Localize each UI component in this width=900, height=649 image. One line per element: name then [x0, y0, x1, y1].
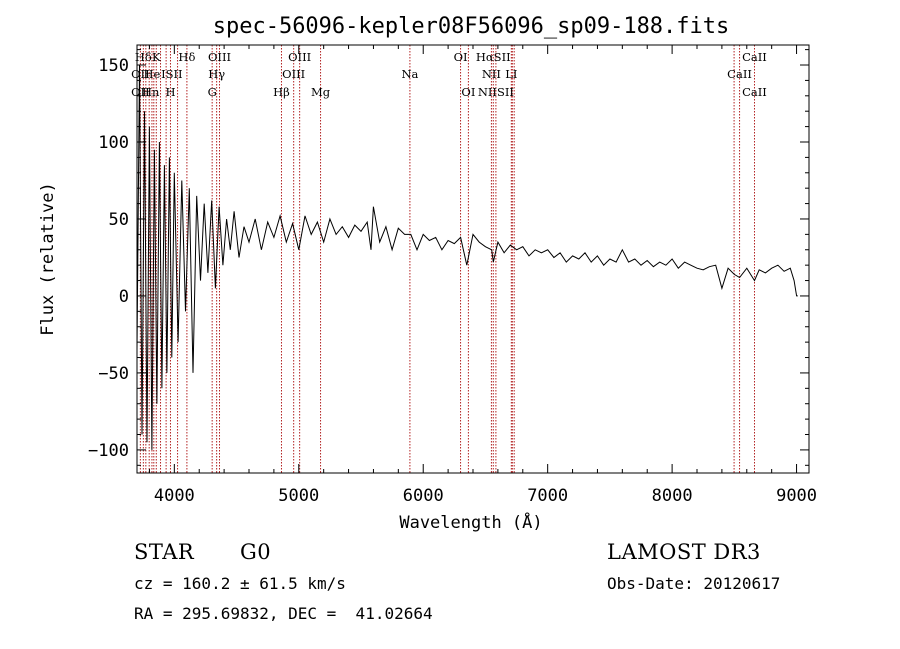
- x-axis-label: Wavelength (Å): [399, 511, 542, 533]
- spectral-line-label: Hδ: [135, 50, 152, 64]
- spectral-line-label: Hn: [142, 85, 160, 99]
- spectral-line-label: OIII: [288, 50, 311, 64]
- spectral-line-label: Hδ: [178, 50, 195, 64]
- spectrum-line: [136, 64, 798, 450]
- x-tick-label: 9000: [776, 486, 817, 506]
- spectral-line-label: NII: [482, 67, 501, 81]
- y-tick-label: 50: [109, 210, 129, 230]
- x-tick-label: 5000: [278, 486, 319, 506]
- y-tick-label: −100: [88, 441, 129, 461]
- line-marks-layer: [139, 45, 755, 473]
- spectral-line-label: CaII: [742, 50, 767, 64]
- subclass: G0: [240, 540, 272, 564]
- spectral-line-label: K: [152, 50, 161, 64]
- y-tick-label: −50: [98, 364, 129, 384]
- chart-title: spec-56096-kepler08F56096_sp09-188.fits: [213, 14, 730, 39]
- spectral-line-label: OII: [131, 67, 150, 81]
- spectral-line-label: HαSII: [476, 50, 511, 64]
- obs-date: Obs-Date: 20120617: [607, 574, 781, 593]
- spectral-line-label: Na: [401, 67, 418, 81]
- plot-frame: [136, 44, 810, 474]
- axis-ticks-layer: 4000 5000 6000 7000 8000 9000 −100 −50 0 50 100 150: [88, 45, 817, 506]
- spectral-line-label: OIII: [282, 67, 305, 81]
- y-tick-label: 150: [98, 56, 129, 76]
- x-tick-label: 8000: [652, 486, 693, 506]
- object-class: STAR: [134, 540, 195, 564]
- y-tick-label: 0: [119, 287, 129, 307]
- spectral-line-label: LI: [505, 67, 517, 81]
- spectral-line-label: OI: [454, 50, 468, 64]
- spectral-line-label: CaII: [727, 67, 752, 81]
- y-tick-label: 100: [98, 133, 129, 153]
- spectral-line-label: H: [165, 85, 175, 99]
- spectral-line-label: G: [208, 85, 217, 99]
- spectral-line-label: Mg: [311, 85, 331, 99]
- x-tick-label: 6000: [403, 486, 444, 506]
- spectral-line-label: Hγ: [208, 67, 225, 81]
- spectral-line-label: OII: [131, 85, 150, 99]
- redshift-value: cz = 160.2 ± 61.5 km/s: [134, 574, 346, 593]
- spectral-line-label: He: [144, 67, 161, 81]
- spectral-line-label: CaII: [742, 85, 767, 99]
- y-axis-label: Flux (relative): [38, 182, 58, 336]
- x-tick-label: 7000: [527, 486, 568, 506]
- survey-name: LAMOST DR3: [607, 540, 761, 564]
- spectral-line-label: ISII: [161, 67, 183, 81]
- spectral-line-label: OIII: [208, 50, 231, 64]
- spectral-line-label: Hβ: [273, 85, 290, 99]
- coordinates: RA = 295.69832, DEC = 41.02664: [134, 604, 433, 623]
- spectral-line-label: NIISII: [478, 85, 514, 99]
- x-tick-label: 4000: [154, 486, 195, 506]
- spectral-line-label: OI: [461, 85, 475, 99]
